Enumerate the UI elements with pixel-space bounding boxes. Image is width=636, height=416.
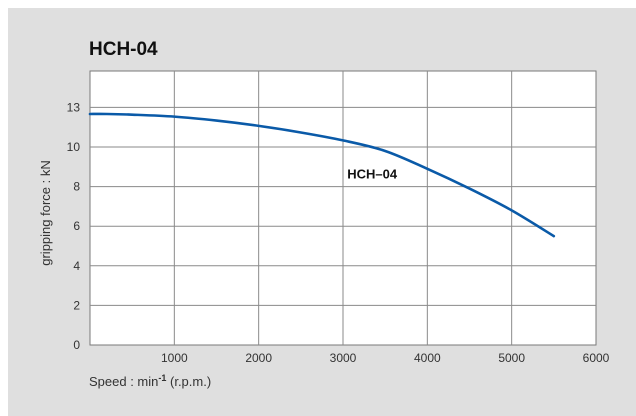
annotation-layer: HCH–04: [347, 167, 398, 182]
y-tick-label: 4: [73, 259, 80, 273]
x-axis-label: Speed : min-1 (r.p.m.): [89, 373, 211, 389]
x-tick-label: 4000: [414, 351, 441, 365]
chart-panel: HCH-04 0 2 4 6 8 10 13 1000 2000 3000 4000 5000 600…: [8, 8, 636, 416]
x-axis-label-main: Speed : min: [89, 374, 158, 389]
x-tick-label: 3000: [330, 351, 357, 365]
y-tick-label: 13: [67, 100, 81, 114]
x-tick-label: 1000: [161, 351, 188, 365]
x-axis-label-unit: (r.p.m.): [166, 374, 211, 389]
x-axis-label-exponent: -1: [158, 373, 166, 383]
series-annotation: HCH–04: [347, 167, 398, 182]
chart: HCH-04 0 2 4 6 8 10 13 1000 2000 3000 4000 5000 600…: [38, 39, 610, 389]
y-tick-label: 8: [73, 180, 80, 194]
grid: [90, 71, 596, 345]
chart-title: HCH-04: [89, 39, 158, 60]
x-axis-ticks: 1000 2000 3000 4000 5000 6000: [161, 351, 610, 365]
y-tick-label: 10: [67, 140, 81, 154]
x-tick-label: 5000: [498, 351, 525, 365]
series-layer: [88, 112, 556, 238]
y-tick-label: 6: [73, 219, 80, 233]
x-tick-label: 2000: [245, 351, 272, 365]
series-line: [88, 112, 556, 238]
y-tick-label: 2: [73, 298, 80, 312]
y-axis-label: gripping force : kN: [38, 160, 53, 266]
y-tick-label: 0: [73, 338, 80, 352]
y-axis-ticks: 0 2 4 6 8 10 13: [67, 100, 81, 352]
x-tick-label: 6000: [583, 351, 610, 365]
